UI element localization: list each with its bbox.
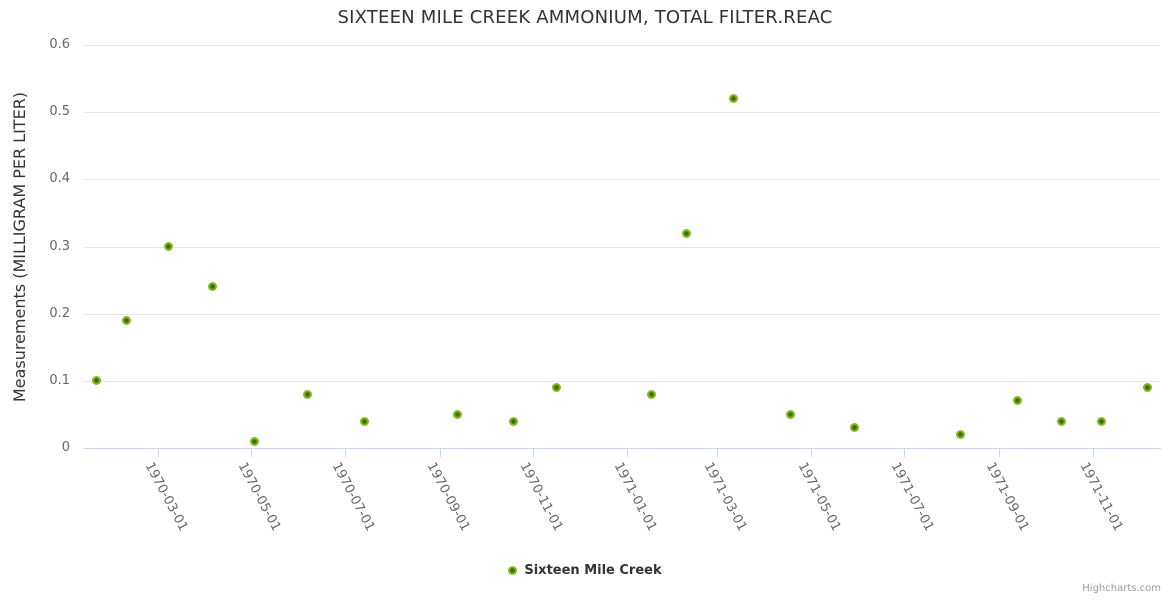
y-axis-tick-label: 0.5 [49,104,70,119]
legend-label: Sixteen Mile Creek [524,563,662,578]
x-axis-tick-mark [1093,448,1094,457]
x-axis-tick-mark [627,448,628,457]
x-axis-tick-mark [251,448,252,457]
legend-marker-icon [508,566,518,575]
x-axis-line [84,448,1161,449]
x-axis-tick-mark [811,448,812,457]
y-axis-tick-label: 0.2 [49,306,70,321]
data-point[interactable] [1012,396,1022,406]
x-axis-tick-label: 1970-05-01 [234,460,284,534]
x-axis-tick-mark [999,448,1000,457]
data-point[interactable] [786,409,796,419]
y-axis-tick-label: 0.4 [49,171,70,186]
x-axis-tick-label: 1971-09-01 [982,460,1032,534]
y-axis-tick-label: 0.1 [49,373,70,388]
data-point[interactable] [551,383,561,393]
data-point[interactable] [91,376,101,386]
legend-item[interactable]: Sixteen Mile Creek [0,563,1170,578]
y-gridline [84,179,1160,180]
x-axis-tick-mark [533,448,534,457]
data-point[interactable] [646,389,656,399]
data-point[interactable] [453,409,463,419]
x-axis-tick-label: 1970-11-01 [516,460,566,534]
data-point[interactable] [956,430,966,440]
data-point[interactable] [359,416,369,426]
x-axis-tick-mark [158,448,159,457]
data-point[interactable] [1143,383,1153,393]
data-point[interactable] [122,315,132,325]
x-axis-tick-label: 1971-05-01 [794,460,844,534]
data-point[interactable] [1097,416,1107,426]
data-point[interactable] [303,389,313,399]
data-point[interactable] [850,423,860,433]
x-axis-tick-mark [904,448,905,457]
x-axis-tick-label: 1970-03-01 [141,460,191,534]
data-point[interactable] [729,94,739,104]
data-point[interactable] [681,228,691,238]
x-axis-tick-label: 1971-03-01 [700,460,750,534]
y-gridline [84,381,1160,382]
chart-title: SIXTEEN MILE CREEK AMMONIUM, TOTAL FILTE… [337,7,833,28]
y-axis-tick-label: 0.6 [49,37,70,52]
x-axis-tick-label: 1971-07-01 [887,460,937,534]
x-axis-tick-mark [717,448,718,457]
x-axis-tick-label: 1971-01-01 [610,460,660,534]
x-axis-tick-mark [345,448,346,457]
x-axis-tick-label: 1970-07-01 [328,460,378,534]
y-gridline [84,112,1160,113]
data-point[interactable] [508,416,518,426]
data-point[interactable] [163,242,173,251]
x-axis-tick-mark [440,448,441,457]
y-gridline [84,314,1160,315]
data-point[interactable] [249,436,259,446]
highcharts-credit-link[interactable]: Highcharts.com [1082,583,1161,594]
y-axis-tick-label: 0.3 [49,239,70,254]
x-axis-tick-label: 1971-11-01 [1076,460,1126,534]
data-point[interactable] [1057,416,1067,426]
data-point[interactable] [208,282,218,292]
y-gridline [84,45,1160,46]
y-axis-tick-label: 0 [61,440,70,455]
x-axis-tick-label: 1970-09-01 [423,460,473,534]
y-gridline [84,247,1160,248]
